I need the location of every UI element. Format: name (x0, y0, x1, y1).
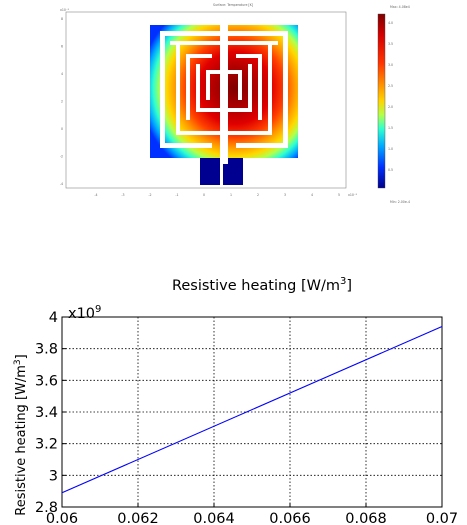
colorbar-tick-label: 4.0 (388, 21, 393, 25)
colorbar-tick-label: 0.5 (388, 168, 393, 172)
surface-x-tick-label: -3 (121, 193, 124, 197)
surface-y-tick-label: -2 (60, 155, 63, 159)
gap (220, 16, 228, 164)
gap (160, 143, 212, 148)
gap (160, 31, 165, 148)
colorbar-ticks: 4.0 3.5 3.0 2.5 2.0 1.5 1.0 0.5 (388, 21, 393, 172)
y-axis-label: Resistive heating [W/m3] (13, 354, 29, 515)
gap (236, 143, 288, 148)
series-line (61, 325, 443, 494)
colorbar-min-label: Min: 2.00e-4 (390, 200, 410, 204)
gap (238, 70, 242, 100)
gap (196, 64, 200, 112)
x-tick-label: 0.06 (46, 511, 78, 525)
gap (228, 108, 252, 112)
y-tick-label: 3 (49, 468, 58, 484)
y-tick-label: 2.8 (35, 500, 58, 516)
x-tick-label: 0.068 (345, 511, 387, 525)
surface-x-tick-label: 2 (257, 193, 259, 197)
gap (228, 41, 278, 45)
surface-x-tick-label: -1 (175, 193, 178, 197)
gap (196, 108, 220, 112)
x-tick-label: 0.062 (117, 511, 159, 525)
surface-x-exponent: x10⁻³ (348, 193, 358, 197)
surface-y-tick-label: 8 (61, 17, 63, 21)
surface-x-tick-label: -2 (148, 193, 151, 197)
y-exponent-label: x109 (68, 304, 101, 322)
gap (170, 41, 220, 45)
surface-y-tick-label: 4 (61, 72, 63, 76)
x-tick-label: 0.07 (426, 511, 458, 525)
surface-x-tick-label: 1 (230, 193, 232, 197)
surface-title: Surface: Temperature [K] (213, 3, 253, 7)
surface-y-tick-label: -4 (60, 182, 63, 186)
resistive-heating-figure: Resistive heating [W/m3] x109 Resistive … (13, 276, 458, 525)
surface-x-tick-label: 3 (284, 193, 286, 197)
colorbar-tick-label: 1.5 (388, 126, 393, 130)
heater-lead-left (200, 158, 220, 185)
surface-x-ticks: -4 -3 -2 -1 0 1 2 3 4 5 (94, 193, 340, 197)
surface-x-tick-label: 0 (203, 193, 205, 197)
gap (228, 70, 242, 74)
surface-x-tick-label: 5 (338, 193, 340, 197)
temperature-surface-figure: Surface: Temperature [K] x10⁻³ x10⁻³ -4-… (60, 3, 410, 204)
gap (268, 45, 272, 135)
surface-y-tick-label: 2 (61, 100, 63, 104)
gap (258, 54, 262, 120)
x-tick-label: 0.066 (269, 511, 311, 525)
gap (228, 31, 288, 36)
gap (236, 54, 262, 58)
grid-lines (61, 316, 443, 508)
series-layer (61, 325, 443, 494)
surface-y-exponent: x10⁻³ (60, 8, 70, 12)
colorbar-tick-label: 2.5 (388, 84, 393, 88)
colorbar-tick-label: 3.5 (388, 42, 393, 46)
surface-y-ticks: 8 6 4 2 0 -2 -4 (60, 17, 63, 186)
gap (283, 31, 288, 148)
colorbar-max-label: Max: 4.08e4 (390, 5, 410, 9)
surface-x-tick-label: -4 (94, 193, 97, 197)
heater-geometry (150, 16, 298, 185)
gap (186, 54, 190, 120)
colorbar (377, 13, 386, 189)
gap (186, 54, 212, 58)
gap (206, 70, 210, 100)
gap (228, 16, 298, 25)
y-tick-label: 3.4 (35, 405, 58, 421)
line-chart-title: Resistive heating [W/m3] (172, 276, 352, 294)
gap (176, 45, 180, 135)
y-tick-label: 4 (49, 310, 58, 326)
x-tick-labels: 0.06 0.062 0.064 0.066 0.068 0.07 (46, 503, 458, 525)
gap (206, 70, 220, 74)
gap (228, 131, 272, 135)
gap (150, 16, 220, 25)
gap (248, 64, 252, 112)
gap (160, 31, 220, 36)
y-tick-label: 3.6 (35, 373, 58, 389)
surface-x-tick-label: 4 (311, 193, 313, 197)
surface-y-tick-label: 0 (61, 127, 63, 131)
colorbar-tick-label: 2.0 (388, 105, 393, 109)
y-tick-label: 3.2 (35, 437, 58, 453)
colorbar-tick-label: 1.0 (388, 147, 393, 151)
x-tick-label: 0.064 (193, 511, 235, 525)
heater-lead-right (223, 158, 243, 185)
colorbar-tick-label: 3.0 (388, 63, 393, 67)
heater-gaps (150, 16, 298, 164)
y-tick-labels: 2.8 3 3.2 3.4 3.6 3.8 4 (35, 310, 66, 516)
y-tick-label: 3.8 (35, 342, 58, 358)
surface-y-tick-label: 6 (61, 45, 63, 49)
gap (176, 131, 220, 135)
